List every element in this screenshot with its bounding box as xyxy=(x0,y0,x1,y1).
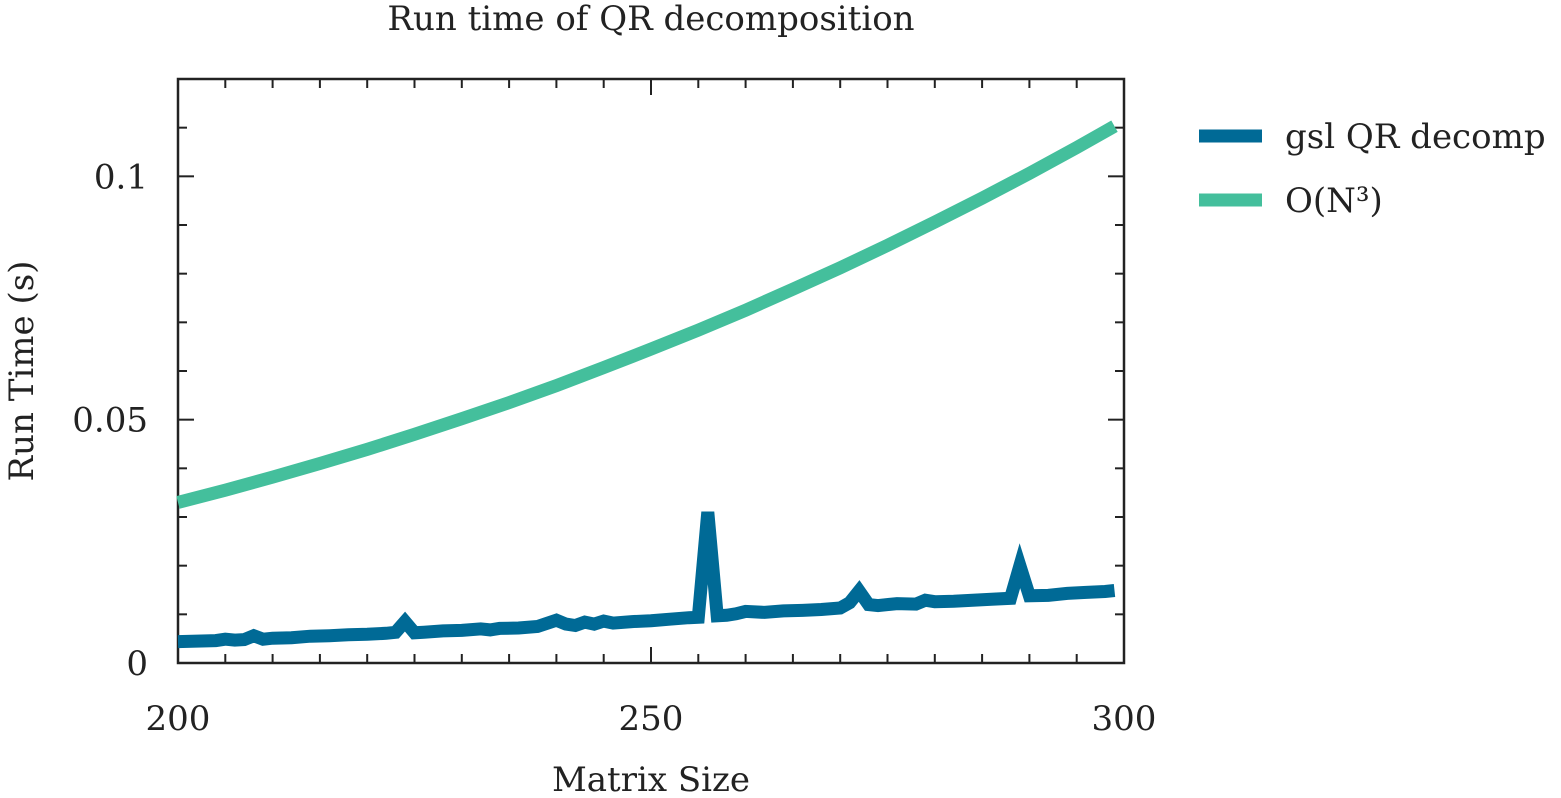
x-tick-label: 300 xyxy=(1092,699,1157,739)
plot-frame xyxy=(176,77,1126,665)
y-tick-label: 0 xyxy=(126,644,148,684)
legend-label-0: gsl QR decomp xyxy=(1285,117,1546,157)
x-tick-label: 250 xyxy=(619,699,684,739)
series-line-0 xyxy=(177,511,1116,649)
series-layer xyxy=(176,120,1118,649)
chart-title: Run time of QR decomposition xyxy=(387,0,914,39)
legend: gsl QR decomp O(N³) xyxy=(1199,117,1546,221)
plot-area xyxy=(176,77,1126,665)
y-tick-label: 0.05 xyxy=(72,401,148,441)
x-tick-label: 200 xyxy=(146,699,211,739)
legend-label-1: O(N³) xyxy=(1285,181,1383,221)
series-line-1 xyxy=(176,120,1118,509)
y-tick-labels: 0 0.05 0.1 xyxy=(72,157,148,684)
x-tick-labels: 200 250 300 xyxy=(146,699,1157,739)
y-tick-label: 0.1 xyxy=(94,157,148,197)
x-minor-ticks xyxy=(177,79,1125,663)
y-axis-label: Run Time (s) xyxy=(2,261,42,482)
x-axis-label: Matrix Size xyxy=(552,760,750,798)
y-minor-ticks xyxy=(178,78,1124,664)
